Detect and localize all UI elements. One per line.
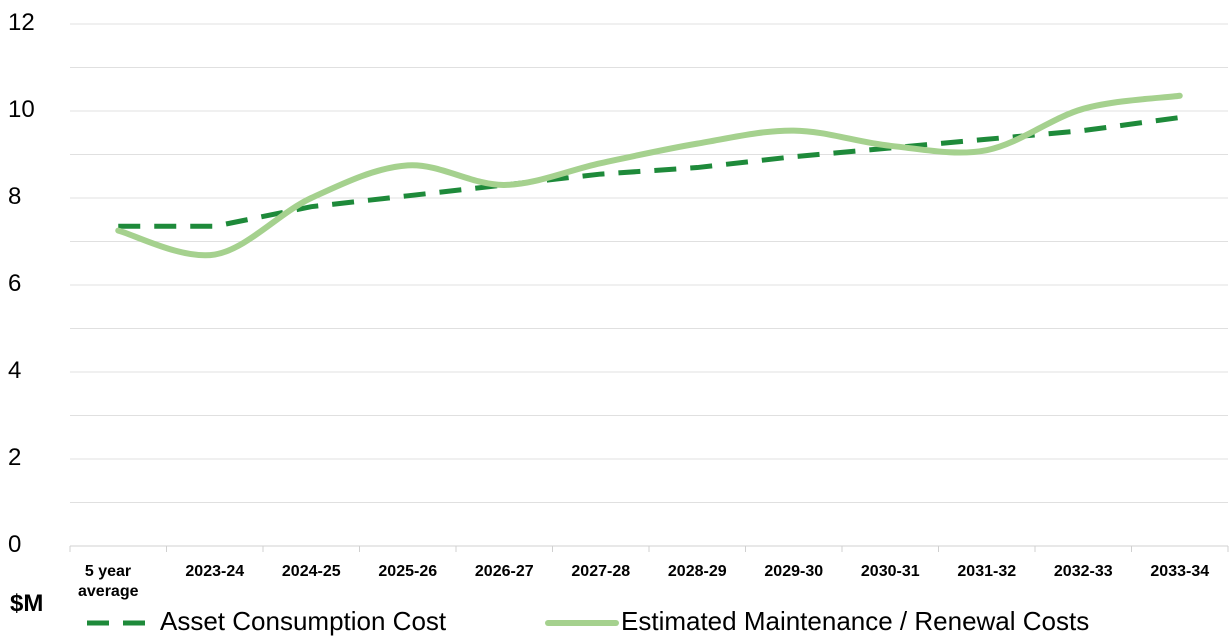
x-tick-label: 2023-24 [185,563,245,580]
legend-label: Estimated Maintenance / Renewal Costs [621,606,1090,636]
x-tick-label: 2026-27 [474,563,534,580]
series-line [115,92,1183,259]
x-tick-label: 2027-28 [571,563,631,580]
y-unit-label: $M [10,590,44,617]
x-tick-label: 2032-33 [1053,563,1113,580]
y-tick-label: 6 [8,270,22,297]
x-tick-label: 2025-26 [378,563,438,580]
y-tick-label: 2 [8,444,22,471]
x-tick-label: 2033-34 [1150,563,1210,580]
y-tick-label: 0 [8,531,22,558]
x-tick-label: 2024-25 [281,563,341,580]
legend-label: Asset Consumption Cost [160,606,447,636]
x-tick-label: 5 year average [78,563,139,600]
y-tick-label: 4 [8,357,22,384]
series-line [118,115,1181,229]
y-tick-label: 8 [8,183,22,210]
y-tick-label: 12 [8,9,35,36]
y-tick-label: 10 [8,96,35,123]
x-tick-label: 2029-30 [764,563,824,580]
x-tick-label: 2030-31 [860,563,920,580]
x-tick-label: 2031-32 [957,563,1017,580]
x-tick-label: 2028-29 [667,563,727,580]
